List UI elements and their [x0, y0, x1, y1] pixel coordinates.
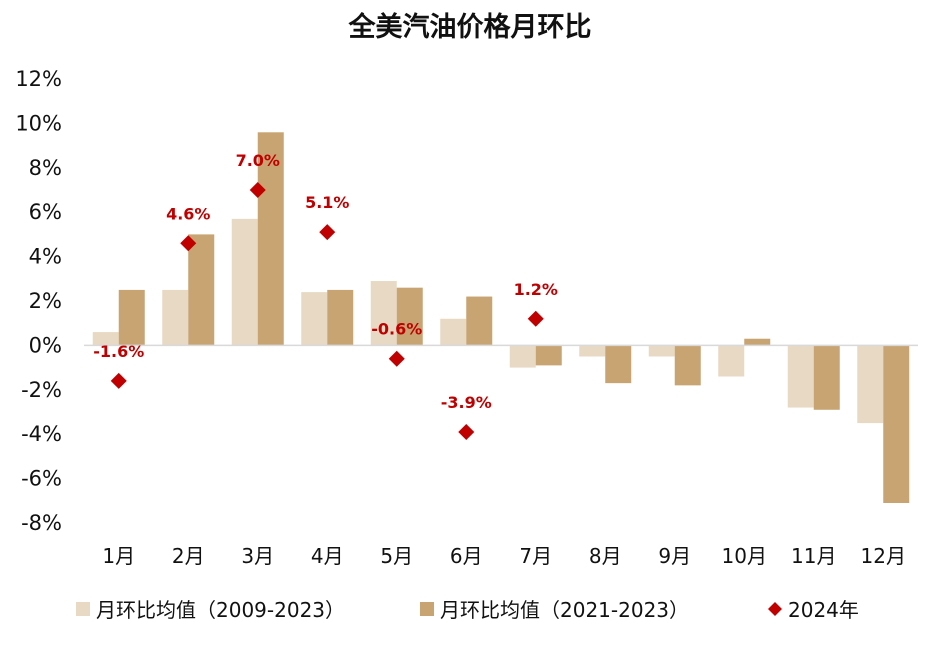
- legend-label: 月环比均值（2021-2023）: [440, 598, 689, 622]
- x-tick-label: 1月: [102, 544, 135, 568]
- data-label-2024: 1.2%: [514, 280, 558, 299]
- y-tick-label: 0%: [29, 333, 62, 357]
- marker-2024: [110, 372, 127, 389]
- x-tick-label: 3月: [241, 544, 274, 568]
- bar-series-2: [466, 296, 493, 346]
- data-label-2024: 7.0%: [236, 151, 280, 170]
- legend-swatch: [76, 602, 90, 616]
- bar-series-1: [162, 289, 189, 346]
- y-axis: 12% 10% 8% 6% 4% 2% 0% -2% -4% -6% -8%: [15, 67, 62, 535]
- data-label-2024: -0.6%: [371, 320, 422, 339]
- x-tick-label: 11月: [791, 544, 836, 568]
- data-label-2024: 4.6%: [166, 204, 210, 223]
- x-tick-label: 6月: [450, 544, 483, 568]
- bar-series-2: [396, 287, 423, 346]
- legend-label: 月环比均值（2009-2023）: [96, 598, 345, 622]
- x-tick-label: 4月: [311, 544, 344, 568]
- y-tick-label: 2%: [29, 289, 62, 313]
- bar-series-2: [674, 345, 701, 386]
- y-tick-label: 6%: [29, 200, 62, 224]
- bar-series-2: [327, 289, 354, 346]
- bar-series-2: [744, 338, 771, 346]
- bar-series-1: [301, 292, 328, 346]
- x-tick-label: 7月: [519, 544, 552, 568]
- y-tick-label: -8%: [21, 511, 62, 535]
- bar-series-1: [440, 318, 467, 346]
- marker-2024: [527, 310, 544, 327]
- x-tick-label: 9月: [658, 544, 691, 568]
- data-label-2024: -1.6%: [93, 342, 144, 361]
- bar-series-1: [857, 345, 884, 424]
- bar-series-1: [509, 345, 536, 368]
- data-label-2024: -3.9%: [441, 393, 492, 412]
- y-tick-label: 10%: [15, 111, 62, 135]
- legend-swatch: [768, 602, 782, 616]
- bar-series-1: [231, 218, 258, 346]
- x-axis: 1月 2月 3月 4月 5月 6月 7月 8月 9月 10月 11月 12月: [102, 544, 906, 568]
- x-tick-label: 2月: [172, 544, 205, 568]
- marker-2024: [319, 224, 336, 241]
- markers-2024: -1.6% 4.6% 7.0% 5.1% -0.6% -3.9% 1.2%: [93, 151, 558, 440]
- bar-series-1: [92, 332, 119, 346]
- bar-series-1: [370, 281, 397, 346]
- y-tick-label: -4%: [21, 422, 62, 446]
- bar-series-2: [257, 132, 284, 346]
- marker-2024: [388, 350, 405, 367]
- y-tick-label: -6%: [21, 467, 62, 491]
- bar-series-1: [579, 345, 606, 357]
- y-tick-label: 8%: [29, 156, 62, 180]
- x-tick-label: 12月: [861, 544, 906, 568]
- bar-series-1: [718, 345, 745, 377]
- bar-series-2: [118, 289, 145, 346]
- bar-series-2: [188, 234, 215, 346]
- bar-series-2: [605, 345, 632, 384]
- y-tick-label: -2%: [21, 378, 62, 402]
- marker-2024: [180, 235, 197, 252]
- marker-2024: [249, 182, 266, 198]
- bar-series-1: [648, 345, 675, 357]
- x-tick-label: 8月: [589, 544, 622, 568]
- legend-label: 2024年: [788, 598, 859, 622]
- x-tick-label: 5月: [380, 544, 413, 568]
- legend: 月环比均值（2009-2023） 月环比均值（2021-2023） 2024年: [76, 598, 859, 622]
- bar-series-2: [883, 345, 910, 504]
- y-tick-label: 4%: [29, 245, 62, 269]
- bar-series-1: [787, 345, 814, 408]
- marker-2024: [458, 423, 475, 440]
- data-label-2024: 5.1%: [305, 193, 349, 212]
- bars: [92, 132, 910, 504]
- x-tick-label: 10月: [722, 544, 767, 568]
- y-tick-label: 12%: [15, 67, 62, 91]
- legend-swatch: [420, 602, 434, 616]
- bar-series-2: [535, 345, 562, 366]
- chart-title: 全美汽油价格月环比: [348, 11, 592, 43]
- bar-series-2: [813, 345, 840, 410]
